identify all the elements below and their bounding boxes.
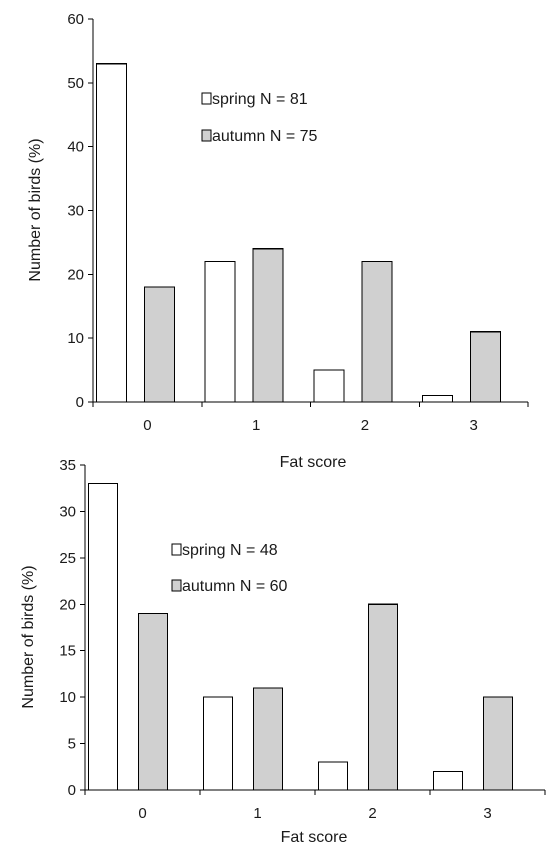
- bar-spring-2: [313, 369, 345, 403]
- y-tick-label: 15: [59, 643, 76, 660]
- x-tick-label: 2: [361, 417, 369, 434]
- x-tick-label: 0: [138, 805, 146, 822]
- bar-autumn-1: [252, 248, 284, 403]
- legend: spring N = 48 autumn N = 60: [171, 542, 288, 595]
- legend-swatch-spring: [171, 543, 182, 556]
- legend-swatch-autumn: [171, 579, 182, 592]
- y-tick-label: 5: [68, 736, 76, 753]
- y-axis-title: Number of birds (%): [27, 138, 44, 281]
- y-axis-title: Number of birds (%): [20, 565, 37, 708]
- y-tick-label: 40: [67, 139, 84, 156]
- bar-autumn-1: [252, 687, 284, 791]
- x-tick-label: 3: [483, 805, 491, 822]
- chart-top: Number of birds (%) Fat score 0102030405…: [27, 11, 529, 471]
- bar-autumn-0: [137, 612, 169, 791]
- legend-label-autumn: autumn N = 75: [212, 128, 318, 145]
- x-axis-title: Fat score: [280, 454, 347, 471]
- y-tick-label: 25: [59, 550, 76, 567]
- legend-label-autumn: autumn N = 60: [182, 578, 288, 595]
- legend-label-spring: spring N = 48: [182, 542, 278, 559]
- x-tick-label: 2: [368, 805, 376, 822]
- y-tick-label: 0: [76, 394, 84, 411]
- legend-label-spring: spring N = 81: [212, 91, 308, 108]
- bar-autumn-2: [361, 260, 393, 403]
- bar-autumn-3: [482, 696, 514, 791]
- y-tick-label: 60: [67, 11, 84, 28]
- chart-bottom: Number of birds (%) Fat score 0510152025…: [20, 457, 546, 846]
- bar-spring-0: [95, 63, 127, 403]
- bar-spring-0: [87, 482, 119, 791]
- bar-autumn-2: [367, 603, 399, 791]
- y-tick-label: 20: [67, 266, 84, 283]
- x-tick-label: 3: [469, 417, 477, 434]
- bar-spring-1: [202, 696, 234, 791]
- bar-autumn-3: [470, 331, 502, 403]
- y-tick-label: 35: [59, 457, 76, 474]
- y-tick-label: 0: [68, 782, 76, 799]
- bar-spring-3: [432, 770, 464, 791]
- bar-spring-1: [204, 260, 236, 403]
- y-tick-label: 30: [67, 203, 84, 220]
- bar-autumn-0: [143, 286, 175, 403]
- x-axis-title: Fat score: [281, 829, 348, 846]
- marks: 0 5 10 15 20 25 30 35 0 1 2 3: [59, 457, 546, 822]
- legend-swatch-spring: [201, 92, 212, 105]
- legend-swatch-autumn: [201, 129, 212, 142]
- y-tick-label: 50: [67, 75, 84, 92]
- y-tick-label: 10: [59, 689, 76, 706]
- legend: spring N = 81 autumn N = 75: [201, 91, 318, 145]
- x-tick-label: 1: [253, 805, 261, 822]
- bar-spring-3: [422, 395, 454, 403]
- x-tick-label: 0: [143, 417, 151, 434]
- bar-spring-2: [317, 761, 349, 791]
- y-tick-label: 10: [67, 330, 84, 347]
- y-tick-label: 20: [59, 596, 76, 613]
- y-tick-label: 30: [59, 503, 76, 520]
- x-tick-label: 1: [252, 417, 260, 434]
- marks: 0 10 20 30 40 50 60 0 1 2 3: [67, 11, 529, 434]
